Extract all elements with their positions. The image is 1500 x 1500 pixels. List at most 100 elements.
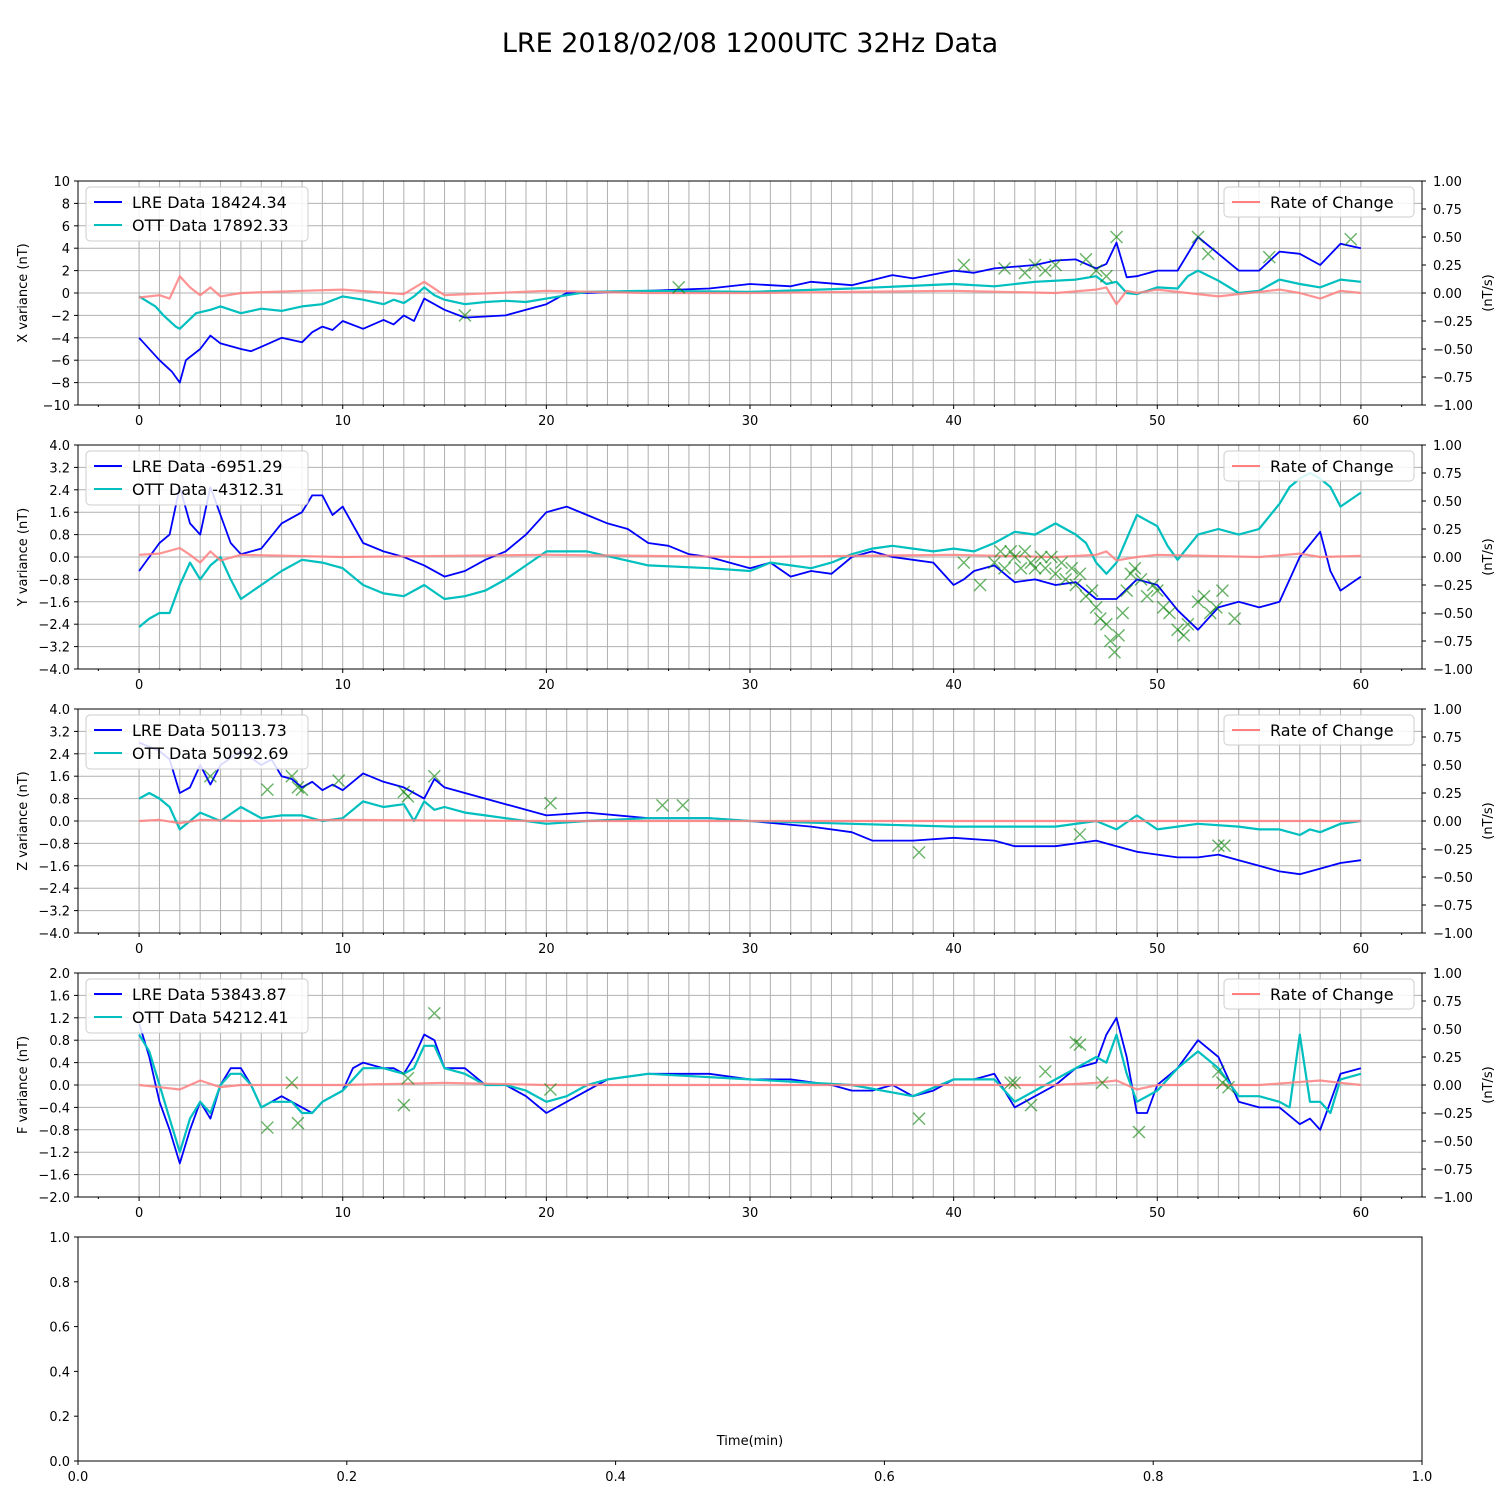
- x-marker: [1008, 1076, 1022, 1090]
- legend-right: Rate of Change: [1223, 186, 1415, 218]
- ott-line: [138, 471, 1362, 628]
- y-tick-label: −0.8: [38, 837, 70, 852]
- x-marker: [1222, 1080, 1236, 1094]
- legend-box: [85, 978, 309, 1034]
- x-tick-label: 20: [538, 414, 555, 429]
- y2-tick-label: 0.00: [1433, 287, 1462, 302]
- y2-tick-label: 0.00: [1433, 551, 1462, 566]
- legend-box: [1223, 714, 1415, 746]
- y-tick-label: 1.6: [49, 770, 70, 785]
- x-marker: [1089, 264, 1103, 278]
- y2-axis-label: (nT/s): [1481, 802, 1496, 839]
- x-marker: [1008, 550, 1022, 564]
- x-marker: [912, 1112, 926, 1126]
- legend-entry: OTT Data 54212.41: [132, 1008, 289, 1027]
- x-marker: [957, 258, 971, 272]
- x-marker: [973, 578, 987, 592]
- legend-right: Rate of Change: [1223, 978, 1415, 1010]
- x-tick-label: 20: [538, 1206, 555, 1221]
- x-tick-label: 10: [334, 942, 351, 957]
- x-marker: [543, 1082, 557, 1096]
- x-marker: [285, 769, 299, 783]
- ott-line: [138, 269, 1362, 330]
- x-marker: [1134, 572, 1148, 586]
- y2-tick-label: 0.50: [1433, 231, 1462, 246]
- x-marker: [1128, 561, 1142, 575]
- legend-entry: Rate of Change: [1270, 457, 1394, 476]
- x-marker: [401, 1071, 415, 1085]
- y-tick-label: 0.2: [49, 1410, 70, 1425]
- y-tick-label: 0: [62, 287, 70, 302]
- y-tick-label: 0.6: [49, 1321, 70, 1336]
- x-tick-label: 0.4: [605, 1470, 626, 1485]
- x-marker: [203, 769, 217, 783]
- x-tick-label: 40: [945, 414, 962, 429]
- x-marker: [1028, 258, 1042, 272]
- legend-entry: LRE Data 18424.34: [132, 193, 287, 212]
- y-tick-label: 4.0: [49, 439, 70, 454]
- x-marker: [295, 783, 309, 797]
- x-tick-label: 30: [742, 1206, 759, 1221]
- y2-axis-label: (nT/s): [1481, 538, 1496, 575]
- x-marker: [1112, 628, 1126, 642]
- legend-entry: OTT Data -4312.31: [132, 480, 284, 499]
- panel-z: 4.0 3.2 2.4 1.6 0.8 0.0 −0.8 −1.6 −2.4 −3.2 −4.0 1.…: [16, 703, 1496, 957]
- x-tick-label: 60: [1353, 1206, 1370, 1221]
- y-tick-label: −1.6: [38, 1169, 70, 1184]
- y2-tick-label: 1.00: [1433, 439, 1462, 454]
- y2-tick-label: −0.75: [1433, 371, 1473, 386]
- x-marker: [1038, 1065, 1052, 1079]
- x-tick-label: 20: [538, 678, 555, 693]
- x-marker: [458, 308, 472, 322]
- y2-tick-label: 0.75: [1433, 995, 1462, 1010]
- x-tick-label: 40: [945, 1206, 962, 1221]
- y-tick-label: −4.0: [38, 927, 70, 942]
- y2-tick-label: −1.00: [1433, 1191, 1473, 1206]
- legend-left: LRE Data 18424.34 OTT Data 17892.33: [85, 186, 309, 242]
- x-tick-label: 0: [135, 678, 143, 693]
- rate-of-change-line: [138, 1079, 1362, 1091]
- y-tick-label: 1.2: [49, 1012, 70, 1027]
- ott-line: [138, 791, 1362, 837]
- y2-axis-label: (nT/s): [1481, 1066, 1496, 1103]
- y-tick-label: −3.2: [38, 641, 70, 656]
- x-tick-label: 60: [1353, 942, 1370, 957]
- y2-tick-label: 0.00: [1433, 815, 1462, 830]
- y-tick-label: 0.8: [49, 1034, 70, 1049]
- y2-tick-label: 0.75: [1433, 203, 1462, 218]
- x-marker: [1211, 839, 1225, 853]
- legend-entry: Rate of Change: [1270, 985, 1394, 1004]
- y-tick-label: −10: [43, 399, 70, 414]
- x-marker: [332, 774, 346, 788]
- x-marker: [1215, 1076, 1229, 1090]
- x-tick-label: 0.8: [1143, 1470, 1164, 1485]
- panel-empty: 1.0 0.8 0.6 0.4 0.2 0.00.0 0.2 0.4 0.6 0.8 1.0: [49, 1231, 1432, 1485]
- x-marker: [1085, 584, 1099, 598]
- panels: 1086420−2−4−6−8−101.000.750.500.250.00−0…: [16, 175, 1496, 1485]
- x-marker: [1110, 230, 1124, 244]
- plot-frame: [77, 1236, 1423, 1462]
- y-axis-label: Y variance (nT): [16, 508, 31, 608]
- y2-tick-label: −0.75: [1433, 899, 1473, 914]
- series-group: [138, 471, 1362, 659]
- x-marker: [1018, 266, 1032, 280]
- x-marker: [291, 780, 305, 794]
- legend-left: LRE Data 50113.73 OTT Data 50992.69: [85, 714, 309, 770]
- x-marker: [1197, 589, 1211, 603]
- x-marker: [1034, 550, 1048, 564]
- lre-line: [138, 236, 1362, 384]
- x-marker: [1120, 584, 1134, 598]
- y2-tick-label: 1.00: [1433, 175, 1462, 190]
- x-marker: [998, 261, 1012, 275]
- y-tick-label: 0.0: [49, 815, 70, 830]
- y2-tick-label: −0.50: [1433, 343, 1473, 358]
- x-marker: [957, 556, 971, 570]
- legend-box: [1223, 978, 1415, 1010]
- y2-tick-label: −0.50: [1433, 1135, 1473, 1150]
- marker-series: [260, 1006, 1236, 1139]
- x-marker: [1028, 561, 1042, 575]
- x-tick-label: 0: [135, 942, 143, 957]
- x-marker: [427, 1006, 441, 1020]
- x-marker: [672, 280, 686, 294]
- y-tick-label: −6: [51, 354, 70, 369]
